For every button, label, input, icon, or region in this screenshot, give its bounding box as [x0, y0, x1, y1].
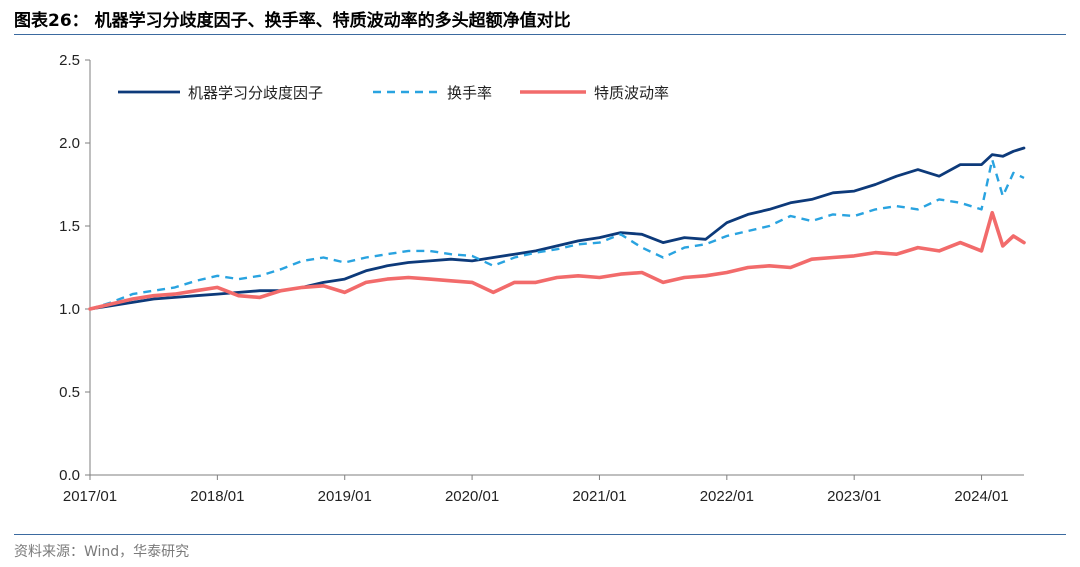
y-tick-label: 2.0: [59, 135, 80, 152]
x-tick-label: 2019/01: [318, 488, 372, 505]
bottom-rule: [14, 534, 1066, 535]
x-tick-label: 2021/01: [572, 488, 626, 505]
x-tick-label: 2020/01: [445, 488, 499, 505]
x-tick-label: 2017/01: [63, 488, 117, 505]
source-note: 资料来源：Wind，华泰研究: [14, 544, 190, 560]
x-tick-label: 2018/01: [190, 488, 244, 505]
series-line-1: [88, 146, 1026, 311]
y-tick-label: 1.0: [59, 301, 80, 318]
series-layer: [88, 146, 1026, 311]
figure-title: 图表26： 机器学习分歧度因子、换手率、特质波动率的多头超额净值对比: [14, 11, 571, 31]
series-line-2: [89, 158, 1025, 311]
top-rule: [14, 34, 1066, 35]
legend-label-1: 机器学习分歧度因子: [188, 84, 323, 102]
y-tick-label: 2.5: [59, 52, 80, 69]
y-tick-label: 0.5: [59, 384, 80, 401]
legend-label-3: 特质波动率: [594, 84, 669, 102]
chart-legend: 机器学习分歧度因子 换手率 特质波动率: [118, 84, 669, 102]
x-tick-label: 2024/01: [954, 488, 1008, 505]
legend-label-2: 换手率: [447, 84, 492, 102]
series-line-3: [88, 210, 1026, 311]
chart-axes: 0.0 0.5 1.0 1.5 2.0 2.5 2017/01 2018/01 2019/01 2…: [59, 52, 1024, 505]
y-tick-label: 0.0: [59, 467, 80, 484]
x-tick-label: 2023/01: [827, 488, 881, 505]
y-tick-label: 1.5: [59, 218, 80, 235]
x-tick-label: 2022/01: [700, 488, 754, 505]
